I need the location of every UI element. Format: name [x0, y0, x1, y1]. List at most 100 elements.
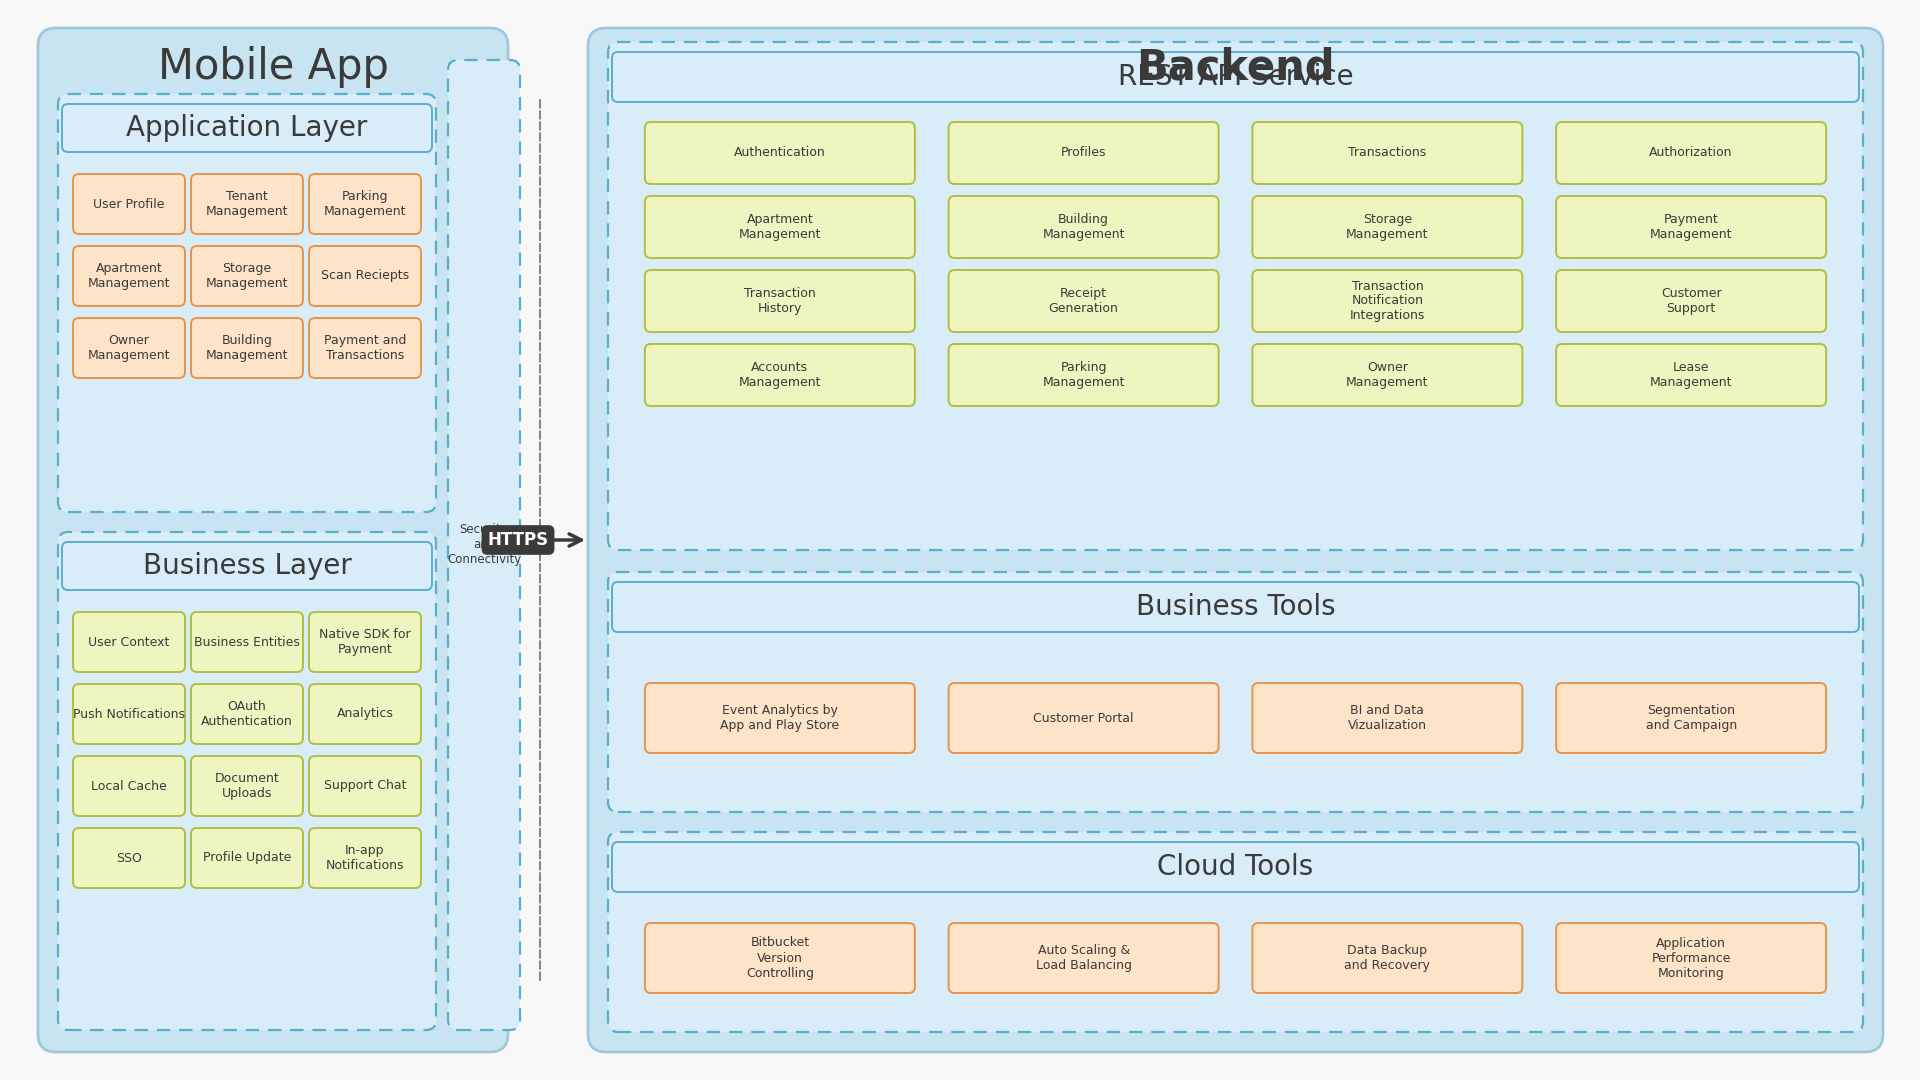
FancyBboxPatch shape — [948, 122, 1219, 184]
FancyBboxPatch shape — [612, 52, 1859, 102]
Text: Data Backup
and Recovery: Data Backup and Recovery — [1344, 944, 1430, 972]
FancyBboxPatch shape — [73, 756, 184, 816]
Text: Owner
Management: Owner Management — [1346, 361, 1428, 389]
Text: User Profile: User Profile — [94, 198, 165, 211]
Text: Profile Update: Profile Update — [204, 851, 292, 864]
Text: Parking
Management: Parking Management — [324, 190, 407, 218]
FancyBboxPatch shape — [1252, 195, 1523, 258]
Text: Parking
Management: Parking Management — [1043, 361, 1125, 389]
Text: Customer
Support: Customer Support — [1661, 287, 1722, 315]
FancyBboxPatch shape — [309, 756, 420, 816]
FancyBboxPatch shape — [190, 612, 303, 672]
Text: Payment
Management: Payment Management — [1649, 213, 1732, 241]
Text: BI and Data
Vizualization: BI and Data Vizualization — [1348, 704, 1427, 732]
FancyBboxPatch shape — [190, 756, 303, 816]
Text: Profiles: Profiles — [1062, 147, 1106, 160]
FancyBboxPatch shape — [58, 94, 436, 512]
Text: HTTPS: HTTPS — [488, 531, 549, 549]
Text: Tenant
Management: Tenant Management — [205, 190, 288, 218]
FancyBboxPatch shape — [309, 828, 420, 888]
Text: Building
Management: Building Management — [1043, 213, 1125, 241]
FancyBboxPatch shape — [948, 923, 1219, 993]
FancyBboxPatch shape — [73, 318, 184, 378]
FancyBboxPatch shape — [645, 345, 914, 406]
Text: Analytics: Analytics — [336, 707, 394, 720]
FancyBboxPatch shape — [1252, 345, 1523, 406]
Text: Security
and
Connectivity: Security and Connectivity — [447, 524, 520, 567]
FancyBboxPatch shape — [73, 612, 184, 672]
FancyBboxPatch shape — [309, 174, 420, 234]
Text: Application
Performance
Monitoring: Application Performance Monitoring — [1651, 936, 1730, 980]
FancyBboxPatch shape — [609, 42, 1862, 550]
Text: In-app
Notifications: In-app Notifications — [326, 843, 405, 872]
Text: Customer Portal: Customer Portal — [1033, 712, 1135, 725]
Text: Transaction
History: Transaction History — [745, 287, 816, 315]
FancyBboxPatch shape — [190, 684, 303, 744]
FancyBboxPatch shape — [645, 683, 914, 753]
Text: Business Entities: Business Entities — [194, 635, 300, 648]
FancyBboxPatch shape — [309, 684, 420, 744]
FancyBboxPatch shape — [1252, 683, 1523, 753]
Text: Mobile App: Mobile App — [157, 46, 388, 87]
Text: Storage
Management: Storage Management — [1346, 213, 1428, 241]
FancyBboxPatch shape — [1555, 923, 1826, 993]
Text: Auto Scaling &
Load Balancing: Auto Scaling & Load Balancing — [1035, 944, 1131, 972]
FancyBboxPatch shape — [38, 28, 509, 1052]
FancyBboxPatch shape — [645, 195, 914, 258]
Text: Business Tools: Business Tools — [1137, 593, 1334, 621]
Text: Building
Management: Building Management — [205, 334, 288, 362]
Text: Local Cache: Local Cache — [90, 780, 167, 793]
FancyBboxPatch shape — [190, 246, 303, 306]
FancyBboxPatch shape — [1555, 195, 1826, 258]
Text: Receipt
Generation: Receipt Generation — [1048, 287, 1119, 315]
FancyBboxPatch shape — [73, 684, 184, 744]
FancyBboxPatch shape — [73, 174, 184, 234]
FancyBboxPatch shape — [1555, 122, 1826, 184]
FancyBboxPatch shape — [948, 270, 1219, 332]
FancyBboxPatch shape — [588, 28, 1884, 1052]
FancyBboxPatch shape — [1252, 270, 1523, 332]
Text: Apartment
Management: Apartment Management — [739, 213, 822, 241]
Text: Event Analytics by
App and Play Store: Event Analytics by App and Play Store — [720, 704, 839, 732]
FancyBboxPatch shape — [609, 832, 1862, 1032]
Text: Backend: Backend — [1137, 46, 1334, 87]
FancyBboxPatch shape — [1555, 270, 1826, 332]
FancyBboxPatch shape — [73, 246, 184, 306]
Text: Authentication: Authentication — [733, 147, 826, 160]
FancyBboxPatch shape — [645, 923, 914, 993]
Text: OAuth
Authentication: OAuth Authentication — [202, 700, 294, 728]
FancyBboxPatch shape — [447, 60, 520, 1030]
Text: User Context: User Context — [88, 635, 169, 648]
FancyBboxPatch shape — [612, 842, 1859, 892]
Text: Cloud Tools: Cloud Tools — [1158, 853, 1313, 881]
Text: Lease
Management: Lease Management — [1649, 361, 1732, 389]
FancyBboxPatch shape — [645, 270, 914, 332]
FancyBboxPatch shape — [61, 542, 432, 590]
FancyBboxPatch shape — [58, 532, 436, 1030]
Text: Support Chat: Support Chat — [324, 780, 407, 793]
Text: Authorization: Authorization — [1649, 147, 1734, 160]
Text: SSO: SSO — [115, 851, 142, 864]
FancyBboxPatch shape — [948, 345, 1219, 406]
Text: Transaction
Notification
Integrations: Transaction Notification Integrations — [1350, 280, 1425, 323]
Text: Accounts
Management: Accounts Management — [739, 361, 822, 389]
FancyBboxPatch shape — [309, 318, 420, 378]
Text: Document
Uploads: Document Uploads — [215, 772, 280, 800]
FancyBboxPatch shape — [190, 174, 303, 234]
Text: Apartment
Management: Apartment Management — [88, 262, 171, 291]
FancyBboxPatch shape — [73, 828, 184, 888]
Text: Storage
Management: Storage Management — [205, 262, 288, 291]
FancyBboxPatch shape — [309, 612, 420, 672]
FancyBboxPatch shape — [612, 582, 1859, 632]
FancyBboxPatch shape — [61, 104, 432, 152]
FancyBboxPatch shape — [190, 318, 303, 378]
FancyBboxPatch shape — [1252, 122, 1523, 184]
FancyBboxPatch shape — [1555, 345, 1826, 406]
Text: Scan Reciepts: Scan Reciepts — [321, 270, 409, 283]
FancyBboxPatch shape — [948, 195, 1219, 258]
FancyBboxPatch shape — [190, 828, 303, 888]
Text: Transactions: Transactions — [1348, 147, 1427, 160]
Text: Business Layer: Business Layer — [142, 552, 351, 580]
FancyBboxPatch shape — [1555, 683, 1826, 753]
Text: Bitbucket
Version
Controlling: Bitbucket Version Controlling — [745, 936, 814, 980]
